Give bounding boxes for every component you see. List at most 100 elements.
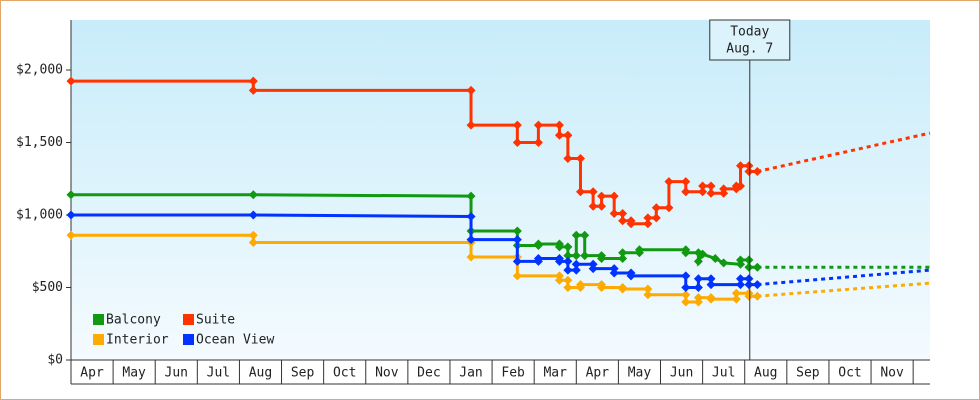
price-point [554,275,564,285]
price-point [744,167,754,177]
legend-swatch [93,314,104,325]
price-point [618,284,628,294]
price-point [563,275,573,285]
price-point [736,161,746,171]
price-point [66,76,76,86]
price-point [248,85,258,95]
x-tick-label: Oct [838,366,861,381]
price-point [693,293,703,303]
price-point [744,274,754,284]
price-point [66,190,76,200]
price-point [512,256,522,266]
today-box [709,19,791,61]
price-point [554,256,564,266]
price-point [744,291,754,301]
price-point [248,238,258,248]
price-point [512,271,522,281]
price-point [571,251,581,261]
legend-swatch [183,314,194,325]
price-point [744,161,754,171]
price-point [563,153,573,163]
price-point [664,203,674,213]
legend-label: Interior [106,333,169,348]
price-point [248,190,258,200]
x-tick-label: Nov [880,366,904,381]
x-tick-label: Jul [207,366,230,381]
price-point [554,130,564,140]
price-point [466,235,476,245]
x-tick-label: Jun [670,366,693,381]
price-point [698,181,708,191]
price-point [466,252,476,262]
price-point [588,201,598,211]
price-point [248,230,258,240]
price-point [597,191,607,201]
y-tick-label: $2,000 [16,63,63,78]
price-point [66,210,76,220]
price-point [698,249,708,259]
price-point [744,280,754,290]
today-label: Aug. 7 [726,42,773,57]
price-point [609,191,619,201]
price-point [580,251,590,261]
price-point [752,167,762,177]
price-point [571,265,581,275]
price-point [736,280,746,290]
price-point [681,248,691,258]
price-point [533,239,543,249]
x-tick-label: Apr [586,366,610,381]
price-point [66,230,76,240]
projection-line [757,281,931,298]
x-tick-label: Sep [291,366,315,381]
price-point [533,120,543,130]
price-point [706,294,716,304]
x-tick-label: Jan [459,366,482,381]
price-point [736,181,746,191]
price-point [563,130,573,140]
legend-swatch [93,334,104,345]
price-point [744,262,754,272]
projection-line [757,268,931,287]
price-point [618,216,628,226]
today-label: Today [730,25,769,40]
plot-area [71,20,930,360]
price-point [576,187,586,197]
price-point [609,209,619,219]
price-point [681,187,691,197]
price-point [618,209,628,219]
price-point [466,211,476,221]
price-point [512,120,522,130]
price-point [588,264,598,274]
price-point [576,280,586,290]
price-point [626,271,636,281]
price-point [719,258,729,268]
price-point [563,242,573,252]
price-point [706,181,716,191]
price-point [634,245,644,255]
x-tick-label: Dec [417,366,440,381]
price-point [643,290,653,300]
price-point [731,294,741,304]
price-point [248,210,258,220]
price-point [706,280,716,290]
price-point [752,280,762,290]
price-point [571,230,581,240]
price-point [752,291,762,301]
price-point [681,177,691,187]
price-point [554,242,564,252]
price-point [693,283,703,293]
price-point [618,254,628,264]
price-point [693,256,703,266]
price-point [609,268,619,278]
price-point [643,284,653,294]
price-point [618,248,628,258]
x-tick-label: Jul [712,366,735,381]
price-point [512,235,522,245]
price-point [597,254,607,264]
legend-label: Ocean View [196,333,274,348]
price-point [681,271,691,281]
price-point [533,138,543,148]
x-tick-label: May [122,366,146,381]
